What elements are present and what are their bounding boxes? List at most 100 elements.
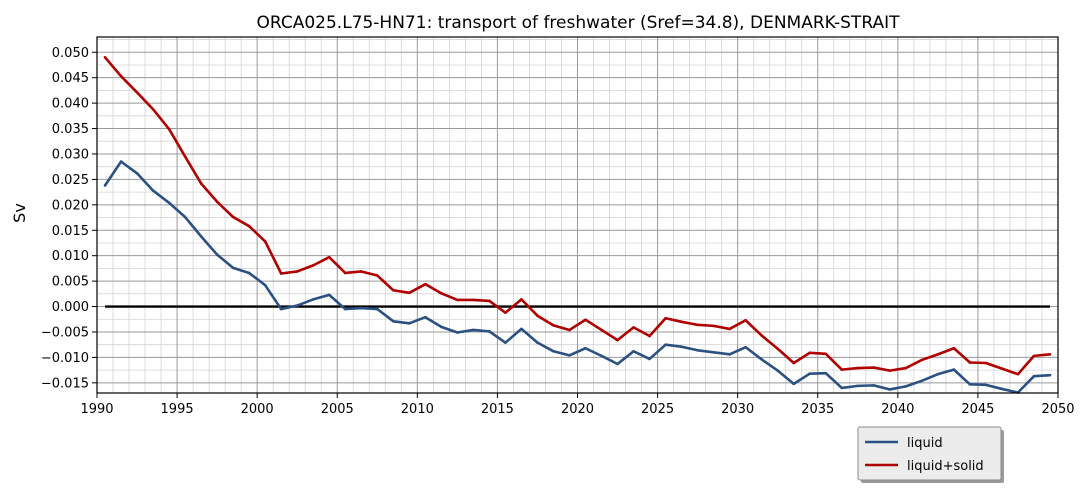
data-point-liquid-solid	[696, 323, 699, 327]
data-point-liquid	[231, 266, 235, 270]
y-tick-label: −0.010	[41, 351, 89, 366]
data-point-liquid-solid	[424, 282, 427, 286]
data-point-liquid-solid	[1016, 372, 1020, 376]
data-point-liquid-solid	[472, 298, 475, 302]
data-point-liquid	[968, 383, 972, 386]
data-point-liquid-solid	[504, 311, 507, 314]
data-point-liquid	[279, 307, 283, 311]
x-tick-label: 2050	[1041, 402, 1074, 417]
data-point-liquid-solid	[632, 326, 635, 329]
y-tick-label: 0.050	[52, 46, 89, 61]
data-point-liquid	[600, 354, 603, 358]
data-point-liquid-solid	[135, 91, 139, 94]
data-point-liquid	[167, 201, 171, 205]
data-point-liquid-solid	[311, 264, 315, 267]
data-point-liquid	[520, 327, 523, 331]
data-point-liquid-solid	[856, 366, 860, 370]
legend-label-liquid: liquid	[907, 436, 943, 451]
data-point-liquid	[808, 372, 812, 375]
series-layer	[103, 56, 1052, 394]
data-point-liquid-solid	[584, 318, 587, 322]
x-tick-label: 2010	[401, 402, 434, 417]
data-point-liquid-solid	[456, 298, 459, 302]
data-point-liquid-solid	[888, 369, 892, 372]
x-tick-label: 2020	[561, 402, 594, 417]
data-point-liquid	[327, 293, 331, 297]
y-tick-label: 0.030	[52, 147, 89, 162]
data-point-liquid	[311, 298, 315, 301]
data-point-liquid	[840, 386, 844, 390]
data-point-liquid-solid	[1032, 354, 1036, 358]
data-point-liquid	[424, 315, 427, 319]
data-point-liquid-solid	[215, 200, 219, 204]
data-point-liquid-solid	[103, 56, 107, 59]
data-point-liquid-solid	[824, 352, 828, 356]
x-tick-label: 2015	[481, 402, 514, 417]
data-point-liquid-solid	[568, 328, 571, 332]
data-point-liquid-solid	[616, 338, 619, 342]
data-point-liquid-solid	[167, 127, 171, 131]
data-point-liquid	[760, 358, 763, 361]
data-point-liquid-solid	[936, 353, 940, 356]
data-point-liquid-solid	[327, 255, 331, 259]
data-point-liquid-solid	[151, 107, 155, 111]
data-point-liquid	[1032, 374, 1036, 378]
data-point-liquid-solid	[776, 347, 780, 351]
data-point-liquid	[119, 160, 123, 163]
data-point-liquid	[632, 350, 635, 353]
data-point-liquid	[728, 353, 731, 356]
data-point-liquid	[295, 304, 299, 307]
x-tick-label: 2035	[801, 402, 834, 417]
data-point-liquid-solid	[440, 292, 443, 295]
data-point-liquid	[584, 346, 587, 350]
data-point-liquid	[504, 341, 507, 344]
data-point-liquid	[536, 341, 539, 344]
data-point-liquid	[792, 382, 796, 386]
data-point-liquid	[103, 184, 107, 187]
data-point-liquid	[888, 388, 892, 391]
legend: liquid liquid+solid	[857, 426, 1004, 483]
data-point-liquid-solid	[1000, 367, 1004, 370]
data-point-liquid	[824, 371, 828, 375]
x-tick-label: 1990	[80, 402, 113, 417]
data-point-liquid-solid	[760, 334, 763, 337]
data-point-liquid	[151, 189, 155, 192]
data-point-liquid	[696, 348, 699, 352]
data-point-liquid-solid	[359, 270, 363, 273]
grid	[96, 37, 1059, 393]
y-tick-label: 0.040	[52, 97, 89, 112]
data-point-liquid-solid	[744, 318, 747, 322]
data-point-liquid-solid	[119, 74, 123, 78]
data-point-liquid-solid	[600, 328, 603, 332]
data-point-liquid-solid	[808, 351, 812, 355]
series-line-liquid-solid	[104, 56, 1051, 376]
data-point-liquid	[392, 319, 395, 323]
data-point-liquid-solid	[231, 215, 235, 219]
x-tick-label: 2025	[641, 402, 674, 417]
x-tick-label: 2000	[241, 402, 274, 417]
y-tick-label: 0.035	[52, 122, 89, 137]
data-point-liquid	[263, 283, 267, 287]
data-point-liquid-solid	[904, 366, 908, 370]
y-tick-label: −0.005	[41, 325, 89, 340]
legend-box	[857, 426, 1002, 481]
data-point-liquid-solid	[984, 361, 988, 365]
y-axis-title: Sv	[10, 203, 29, 223]
data-point-liquid-solid	[536, 314, 539, 318]
data-point-liquid	[680, 345, 683, 349]
data-point-liquid	[456, 331, 459, 334]
data-point-liquid-solid	[680, 320, 683, 324]
data-point-liquid-solid	[968, 361, 972, 364]
data-point-liquid	[215, 253, 219, 256]
data-point-liquid	[247, 271, 251, 275]
data-point-liquid	[343, 307, 347, 311]
data-point-liquid	[664, 343, 667, 346]
data-point-liquid	[488, 330, 491, 333]
data-point-liquid-solid	[520, 298, 523, 301]
data-point-liquid	[408, 322, 411, 325]
data-point-liquid	[856, 384, 860, 388]
x-tick-label: 1995	[161, 402, 194, 417]
data-point-liquid	[199, 235, 203, 238]
data-point-liquid	[1048, 373, 1052, 377]
y-tick-label: 0.005	[52, 275, 89, 290]
